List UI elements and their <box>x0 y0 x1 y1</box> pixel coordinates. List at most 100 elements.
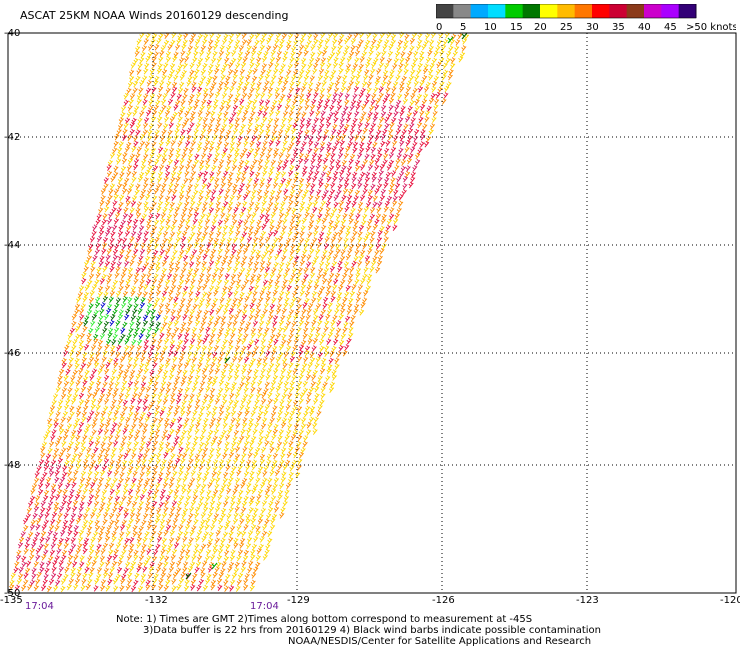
wind-barb <box>322 164 328 172</box>
wind-barb <box>155 482 161 490</box>
wind-barb <box>225 75 231 83</box>
wind-barb <box>263 249 270 256</box>
wind-barb <box>197 338 203 346</box>
wind-barb <box>165 170 171 178</box>
wind-barb <box>286 43 292 51</box>
wind-barb <box>154 158 160 166</box>
wind-barb <box>91 559 97 567</box>
wind-barb <box>317 290 323 297</box>
wind-barb <box>212 103 218 111</box>
wind-barb <box>149 176 156 183</box>
wind-barb <box>361 50 367 58</box>
wind-barb <box>155 261 161 268</box>
wind-barb <box>223 110 229 118</box>
wind-barb <box>223 200 229 208</box>
wind-barb <box>175 291 181 298</box>
wind-barb <box>208 368 214 375</box>
wind-barb <box>135 351 141 358</box>
wind-barb <box>380 218 386 225</box>
wind-barb <box>195 314 201 321</box>
wind-barb <box>306 368 312 376</box>
wind-barb <box>272 452 278 460</box>
wind-barb <box>248 116 254 124</box>
wind-barb <box>163 32 170 39</box>
wind-barb <box>72 422 79 430</box>
wind-barb <box>372 115 378 123</box>
wind-barb <box>385 171 391 179</box>
wind-barb <box>186 188 192 195</box>
wind-barb <box>51 429 57 436</box>
wind-barb <box>316 410 322 417</box>
wind-barb <box>196 584 202 592</box>
wind-barb <box>389 182 395 190</box>
wind-barb <box>350 153 356 161</box>
wind-barb <box>267 391 273 399</box>
wind-barb <box>161 153 167 160</box>
wind-barb <box>91 368 97 375</box>
wind-barb <box>239 211 245 219</box>
wind-barb <box>384 122 390 130</box>
wind-barb <box>326 367 332 375</box>
wind-barb <box>84 369 90 377</box>
wind-barb <box>100 548 106 555</box>
wind-barb <box>120 385 126 393</box>
wind-barb <box>78 482 84 490</box>
wind-barb <box>214 259 220 267</box>
wind-barb <box>328 111 334 119</box>
wind-barb <box>281 333 287 341</box>
wind-barb <box>224 273 230 280</box>
wind-barb <box>352 63 358 70</box>
wind-barb <box>331 128 337 135</box>
wind-barb <box>230 500 236 507</box>
wind-barb <box>89 548 95 556</box>
wind-barb <box>183 146 189 154</box>
wind-barb <box>107 495 114 503</box>
wind-barb <box>117 176 123 184</box>
wind-barb <box>84 566 90 574</box>
wind-barb <box>194 68 200 76</box>
wind-barb <box>151 33 158 40</box>
wind-barb <box>147 265 154 273</box>
wind-barb <box>200 380 206 388</box>
wind-barb <box>232 183 238 191</box>
wind-barb <box>285 459 291 467</box>
wind-barb <box>117 559 123 567</box>
wind-barb <box>386 57 392 65</box>
wind-barb <box>239 435 245 442</box>
wind-barb <box>282 278 288 286</box>
wind-barb <box>40 584 47 592</box>
wind-barb <box>237 50 244 58</box>
wind-barb <box>130 200 137 207</box>
wind-barb <box>67 554 74 562</box>
wind-barb <box>209 85 215 93</box>
wind-barb <box>338 200 344 207</box>
wind-barb <box>139 471 145 478</box>
wind-barb <box>125 530 131 537</box>
wind-barb <box>161 157 167 165</box>
wind-barb <box>189 122 195 129</box>
wind-barb <box>196 530 203 537</box>
wind-barb <box>189 368 195 375</box>
wind-barb <box>137 368 144 375</box>
wind-barb <box>419 79 425 87</box>
wind-barb <box>289 56 295 64</box>
wind-barb <box>133 303 139 310</box>
wind-barb <box>63 542 69 549</box>
wind-barb <box>144 416 150 423</box>
wind-barb <box>109 459 115 466</box>
wind-barb <box>206 541 212 549</box>
wind-barb <box>244 105 251 112</box>
wind-barb <box>241 506 247 514</box>
wind-barb <box>244 50 251 58</box>
wind-barb <box>205 386 211 393</box>
wind-barb <box>253 345 259 352</box>
wind-barb <box>288 110 294 117</box>
wind-barb <box>275 109 281 117</box>
wind-barb <box>324 212 330 219</box>
wind-barb <box>358 254 365 261</box>
wind-barb <box>250 49 257 57</box>
wind-barb <box>273 117 280 124</box>
wind-barb <box>196 476 202 483</box>
wind-barb <box>128 213 134 220</box>
wind-barb <box>103 182 109 190</box>
